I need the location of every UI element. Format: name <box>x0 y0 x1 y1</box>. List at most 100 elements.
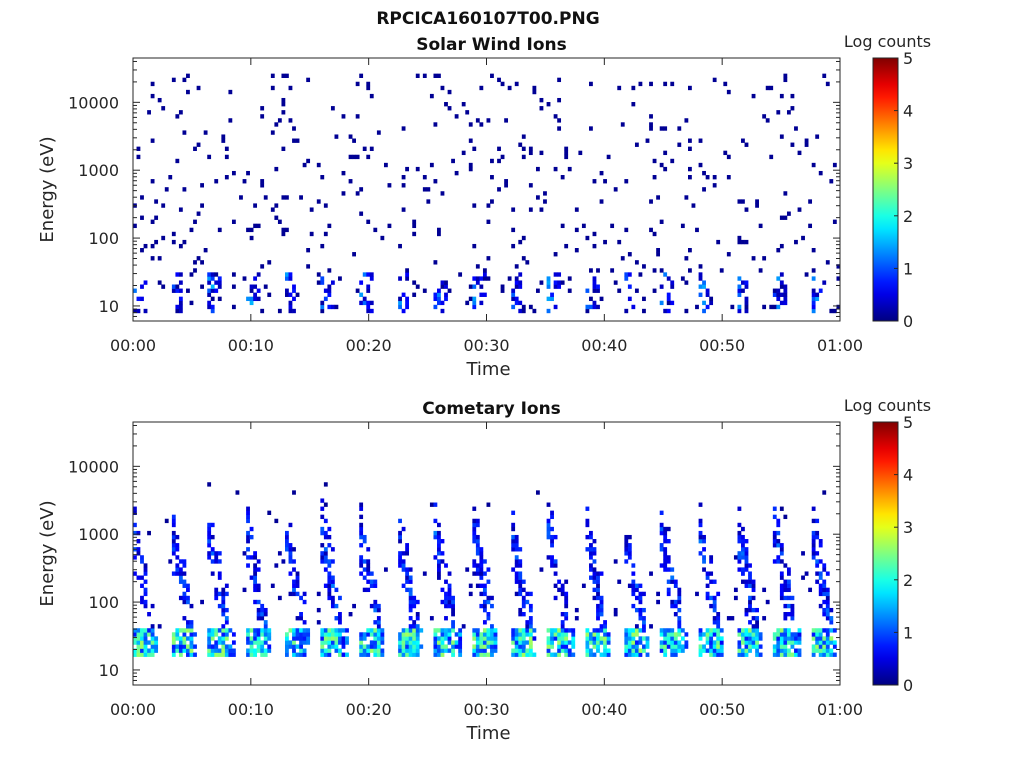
spectrogram-cell <box>695 591 699 597</box>
spectrogram-cell <box>518 640 523 645</box>
spectrogram-cell <box>560 624 565 629</box>
spectrogram-cell <box>709 640 714 645</box>
spectrogram-cell <box>200 599 204 605</box>
spectrogram-cell <box>186 636 190 641</box>
spectrogram-cell <box>818 543 823 548</box>
spectrogram-cell <box>189 300 194 306</box>
spectrogram-cell <box>447 648 452 653</box>
spectrogram-cell <box>323 518 328 524</box>
spectrogram-cell <box>415 636 420 641</box>
spectrogram-cell <box>355 81 360 87</box>
spectrogram-cell <box>486 118 491 123</box>
spectrogram-cell <box>571 632 576 637</box>
spectrogram-cell <box>295 636 300 641</box>
spectrogram-cell <box>415 644 420 649</box>
spectrogram-cell <box>472 559 477 564</box>
spectrogram-cell <box>486 652 491 657</box>
spectrogram-cell <box>518 628 523 633</box>
spectrogram-cell <box>451 158 455 164</box>
spectrogram-cell <box>663 652 668 657</box>
spectrogram-cell <box>666 636 671 641</box>
spectrogram-cell <box>518 648 523 653</box>
spectrogram-cell <box>412 280 417 285</box>
spectrogram-cell <box>182 640 187 645</box>
spectrogram-cell <box>147 612 151 617</box>
spectrogram-cell <box>249 644 254 649</box>
spectrogram-cell <box>557 77 562 83</box>
spectrogram-cell <box>797 150 802 156</box>
spectrogram-cell <box>719 268 724 273</box>
spectrogram-cell <box>560 648 565 653</box>
spectrogram-cell <box>634 260 639 265</box>
spectrogram-cell <box>589 81 593 87</box>
spectrogram-cell <box>589 567 593 572</box>
spectrogram-cell <box>171 632 176 637</box>
spectrogram-cell <box>398 296 402 302</box>
spectrogram-cell <box>596 575 600 580</box>
spectrogram-cell <box>659 563 664 568</box>
spectrogram-cell <box>737 506 742 511</box>
spectrogram-cell <box>171 534 176 540</box>
spectrogram-cell <box>585 522 590 528</box>
spectrogram-cell <box>267 628 272 633</box>
spectrogram-cell <box>161 203 166 208</box>
spectrogram-cell <box>475 644 480 649</box>
spectrogram-cell <box>514 636 519 641</box>
spectrogram-cell <box>525 640 530 645</box>
spectrogram-cell <box>242 276 247 281</box>
spectrogram-cell <box>663 555 668 560</box>
spectrogram-cell <box>511 539 516 544</box>
spectrogram-cell <box>755 640 759 645</box>
spectrogram-cell <box>207 276 212 281</box>
spectrogram-cell <box>369 648 374 653</box>
spectrogram-cell <box>716 632 721 637</box>
spectrogram-cell <box>811 632 816 637</box>
figure-title: RPCICA160107T00.PNG <box>376 9 599 29</box>
spectrogram-cell <box>479 567 484 572</box>
spectrogram-cell <box>550 640 554 645</box>
spectrogram-cell <box>274 518 279 524</box>
spectrogram-cell <box>447 571 452 576</box>
spectrogram-cell <box>825 603 830 609</box>
spectrogram-cell <box>673 579 678 584</box>
spectrogram-cell <box>553 252 558 257</box>
spectrogram-cell <box>327 563 332 568</box>
spectrogram-cell <box>666 579 671 584</box>
spectrogram-cell <box>550 526 554 532</box>
spectrogram-cell <box>822 73 827 78</box>
spectrogram-cell <box>624 628 629 633</box>
spectrogram-cell <box>748 636 752 641</box>
spectrogram-cell <box>596 583 600 588</box>
spectrogram-cell <box>776 296 781 302</box>
spectrogram-cell <box>256 616 261 621</box>
spectrogram-cell <box>444 628 448 633</box>
spectrogram-cell <box>253 632 258 637</box>
spectrogram-cell <box>157 624 162 629</box>
spectrogram-cell <box>178 272 183 277</box>
spectrogram-cell <box>546 640 551 645</box>
spectrogram-cell <box>521 256 526 261</box>
spectrogram-cell <box>709 603 714 609</box>
spectrogram-cell <box>437 575 441 580</box>
spectrogram-cell <box>818 575 823 580</box>
spectrogram-cell <box>207 154 212 160</box>
spectrogram-cell <box>133 308 137 314</box>
spectrogram-cell <box>783 579 788 584</box>
spectrogram-cell <box>589 575 593 580</box>
spectrogram-cell <box>663 563 668 568</box>
spectrogram-cell <box>493 644 498 649</box>
spectrogram-cell <box>401 292 406 297</box>
spectrogram-cell <box>154 644 159 649</box>
spectrogram-cell <box>214 559 219 564</box>
spectrogram-cell <box>779 595 784 601</box>
spectrogram-cell <box>822 563 827 568</box>
spectrogram-cell <box>659 162 664 168</box>
spectrogram-cell <box>772 652 777 657</box>
spectrogram-cell <box>550 628 554 633</box>
spectrogram-cell <box>161 235 166 241</box>
spectrogram-cell <box>786 603 791 609</box>
spectrogram-cell <box>673 599 678 605</box>
spectrogram-cell <box>786 587 791 593</box>
spectrogram-cell <box>458 640 463 645</box>
spectrogram-cell <box>553 595 558 601</box>
